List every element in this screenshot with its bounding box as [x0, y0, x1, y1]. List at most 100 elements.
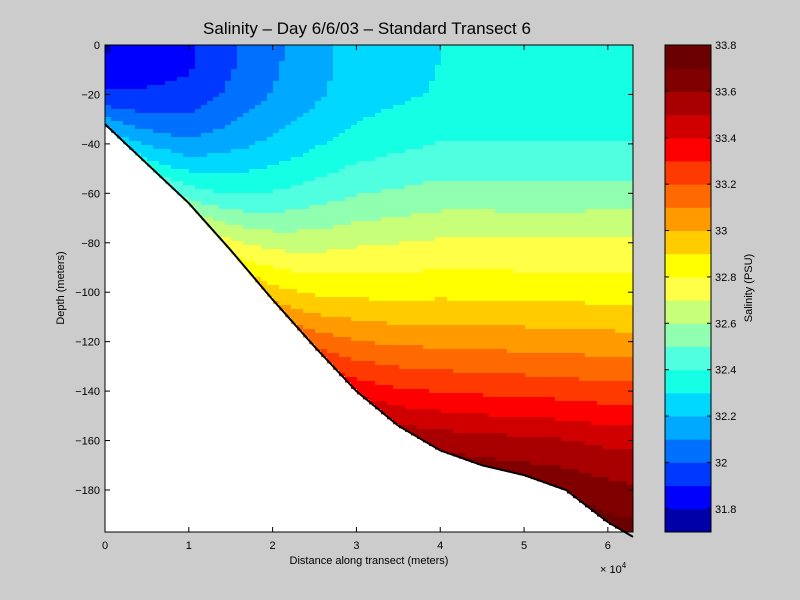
contour-cell [471, 57, 478, 62]
contour-cell [387, 89, 394, 94]
contour-cell [309, 213, 316, 218]
contour-cell [507, 261, 514, 266]
contour-cell [333, 301, 340, 306]
contour-cell [273, 209, 280, 214]
contour-cell [417, 261, 424, 266]
contour-cell [177, 77, 184, 82]
contour-cell [507, 393, 514, 398]
contour-cell [333, 213, 340, 218]
contour-cell [327, 205, 334, 210]
contour-cell [465, 65, 472, 70]
contour-cell [267, 141, 274, 146]
contour-cell [375, 273, 382, 278]
contour-cell [363, 341, 370, 346]
contour-cell [435, 241, 442, 246]
contour-cell [405, 333, 412, 338]
contour-cell [489, 309, 496, 314]
contour-cell [489, 325, 496, 330]
contour-cell [273, 109, 280, 114]
contour-cell [369, 209, 376, 214]
contour-cell [183, 97, 190, 102]
contour-cell [159, 85, 166, 90]
contour-cell [327, 117, 334, 122]
contour-cell [183, 81, 190, 86]
contour-cell [495, 45, 502, 50]
contour-cell [471, 349, 478, 354]
contour-cell [501, 421, 508, 426]
contour-cell [513, 337, 520, 342]
contour-cell [135, 125, 142, 130]
contour-cell [135, 137, 142, 142]
contour-cell [435, 253, 442, 258]
contour-cell [453, 445, 460, 450]
contour-cell [507, 333, 514, 338]
contour-cell [423, 225, 430, 230]
contour-cell [309, 141, 316, 146]
contour-cell [435, 293, 442, 298]
contour-cell [429, 105, 436, 110]
contour-cell [225, 69, 232, 74]
contour-cell [423, 397, 430, 402]
contour-cell [471, 441, 478, 446]
contour-cell [189, 145, 196, 150]
contour-cell [219, 61, 226, 66]
contour-cell [363, 53, 370, 58]
contour-cell [513, 381, 520, 386]
contour-cell [369, 253, 376, 258]
contour-cell [357, 373, 364, 378]
contour-cell [405, 149, 412, 154]
contour-cell [291, 257, 298, 262]
contour-cell [453, 313, 460, 318]
contour-cell [141, 85, 148, 90]
contour-cell [501, 309, 508, 314]
contour-cell [441, 289, 448, 294]
contour-cell [303, 281, 310, 286]
contour-cell [447, 137, 454, 142]
contour-cell [501, 269, 508, 274]
contour-cell [231, 241, 238, 246]
contour-cell [465, 373, 472, 378]
contour-cell [501, 225, 508, 230]
contour-cell [435, 113, 442, 118]
contour-cell [261, 269, 268, 274]
contour-cell [513, 445, 520, 450]
contour-cell [411, 65, 418, 70]
contour-cell [519, 297, 526, 302]
contour-cell [333, 293, 340, 298]
contour-cell [501, 329, 508, 334]
contour-cell [303, 117, 310, 122]
contour-cell [411, 409, 418, 414]
contour-cell [411, 213, 418, 218]
contour-cell [267, 269, 274, 274]
contour-cell [177, 73, 184, 78]
contour-cell [399, 233, 406, 238]
contour-cell [177, 49, 184, 54]
contour-cell [429, 161, 436, 166]
contour-cell [267, 105, 274, 110]
contour-cell [387, 45, 394, 50]
contour-cell [321, 289, 328, 294]
contour-cell [381, 89, 388, 94]
contour-cell [111, 113, 118, 118]
contour-cell [513, 253, 520, 258]
contour-cell [327, 209, 334, 214]
contour-cell [117, 97, 124, 102]
contour-cell [273, 281, 280, 286]
contour-cell [339, 137, 346, 142]
contour-cell [423, 205, 430, 210]
contour-cell [375, 341, 382, 346]
contour-cell [195, 185, 202, 190]
contour-cell [333, 141, 340, 146]
contour-cell [411, 257, 418, 262]
contour-cell [453, 273, 460, 278]
contour-cell [435, 417, 442, 422]
contour-cell [363, 133, 370, 138]
contour-cell [351, 221, 358, 226]
contour-cell [111, 121, 118, 126]
contour-cell [405, 361, 412, 366]
contour-cell [399, 213, 406, 218]
contour-cell [375, 65, 382, 70]
contour-cell [249, 257, 256, 262]
contour-cell [327, 281, 334, 286]
contour-cell [441, 109, 448, 114]
